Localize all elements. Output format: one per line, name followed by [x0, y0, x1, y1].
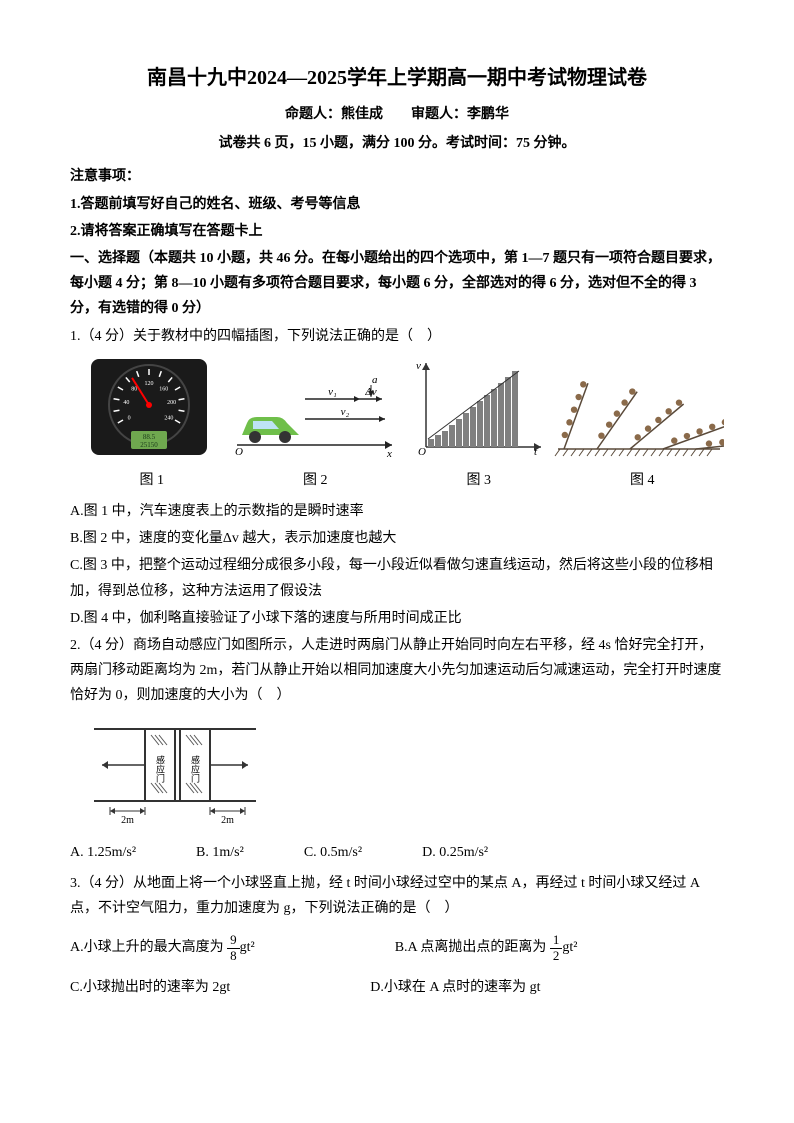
svg-text:v₁: v₁: [328, 386, 337, 398]
q2-opt-c: C. 0.5m/s²: [304, 840, 362, 865]
q3-opt-b: B.A 点离抛出点的距离为 12gt²: [395, 933, 578, 963]
q1-fig4: [554, 357, 724, 466]
notice-2: 2.请将答案正确填写在答题卡上: [70, 219, 724, 244]
exam-info: 试卷共 6 页，15 小题，满分 100 分。考试时间：75 分钟。: [70, 131, 724, 156]
q3-opt-d: D.小球在 A 点时的速率为 gt: [370, 975, 540, 1000]
q2-opt-d: D. 0.25m/s²: [422, 840, 488, 865]
section-1-heading: 一、选择题（本题共 10 小题，共 46 分。在每小题给出的四个选项中，第 1—…: [70, 246, 724, 322]
authors-line: 命题人：熊佳成 审题人：李鹏华: [70, 102, 724, 127]
svg-text:O: O: [418, 446, 426, 457]
q3-opt-a: A.小球上升的最大高度为 98gt²: [70, 933, 255, 963]
svg-text:200: 200: [167, 400, 176, 406]
q1-opt-d: D.图 4 中，伽利略直接验证了小球下落的速度与所用时间成正比: [70, 606, 724, 631]
svg-text:a: a: [372, 374, 378, 386]
q2-stem: 2.（4 分）商场自动感应门如图所示，人走进时两扇门从静止开始同时向左右平移，经…: [70, 633, 724, 709]
q2-figure: 感应门 感应门 2m 2m: [90, 715, 724, 834]
fig3-caption: 图 3: [397, 468, 561, 493]
q1-opt-b: B.图 2 中，速度的变化量Δv 越大，表示加速度也越大: [70, 526, 724, 551]
auto-door-figure: 感应门 感应门 2m 2m: [90, 715, 260, 825]
speedometer-figure: 0 40 80 120 160 200 240 88.525150: [89, 357, 209, 457]
q1-fig1: 0 40 80 120 160 200 240 88.525150: [70, 357, 227, 466]
q3-b-post: gt²: [562, 940, 577, 955]
fig2-caption: 图 2: [234, 468, 398, 493]
q3-stem: 3.（4 分）从地面上将一个小球竖直上抛，经 t 时间小球经过空中的某点 A，再…: [70, 871, 724, 921]
q1-stem: 1.（4 分）关于教材中的四幅插图，下列说法正确的是（ ）: [70, 324, 724, 349]
svg-text:160: 160: [159, 386, 168, 392]
notice-heading: 注意事项：: [70, 164, 724, 189]
svg-text:x: x: [386, 448, 392, 457]
fraction-icon: 98: [227, 933, 240, 963]
q2-opt-b: B. 1m/s²: [196, 840, 244, 865]
notice-1: 1.答题前填写好自己的姓名、班级、考号等信息: [70, 192, 724, 217]
fig4-caption: 图 4: [561, 468, 725, 493]
q3-options-row1: A.小球上升的最大高度为 98gt² B.A 点离抛出点的距离为 12gt²: [70, 933, 724, 963]
svg-text:感应门: 感应门: [190, 754, 200, 783]
vt-bars-figure: vOt: [406, 357, 546, 457]
svg-text:O: O: [235, 446, 243, 457]
svg-text:80: 80: [131, 386, 137, 392]
q3-b-pre: B.A 点离抛出点的距离为: [395, 940, 547, 955]
svg-text:v: v: [416, 360, 421, 372]
q2-options: A. 1.25m/s² B. 1m/s² C. 0.5m/s² D. 0.25m…: [70, 840, 724, 865]
q1-caption-row: 图 1 图 2 图 3 图 4: [70, 468, 724, 493]
svg-text:0: 0: [127, 415, 130, 421]
svg-text:感应门: 感应门: [155, 754, 165, 783]
incline-balls-figure: [554, 357, 724, 457]
q2-opt-a: A. 1.25m/s²: [70, 840, 136, 865]
page-title: 南昌十九中2024—2025学年上学期高一期中考试物理试卷: [70, 60, 724, 96]
q1-opt-a: A.图 1 中，汽车速度表上的示数指的是瞬时速率: [70, 499, 724, 524]
q1-fig3: vOt: [397, 357, 554, 466]
q1-opt-c: C.图 3 中，把整个运动过程细分成很多小段，每一小段近似看做匀速直线运动，然后…: [70, 553, 724, 603]
q3-options-row2: C.小球抛出时的速率为 2gt D.小球在 A 点时的速率为 gt: [70, 975, 724, 1000]
fig1-caption: 图 1: [70, 468, 234, 493]
q1-fig2: v₁Δvav₂Ox: [227, 367, 397, 466]
q1-figure-row: 0408012016020024088.525150 v₁Δvav₂Ox vOt: [70, 357, 724, 466]
svg-text:88.5: 88.5: [142, 433, 155, 441]
svg-text:2m: 2m: [121, 815, 134, 825]
q3-a-post: gt²: [240, 940, 255, 955]
svg-text:240: 240: [164, 415, 173, 421]
svg-text:v₂: v₂: [341, 406, 350, 418]
svg-text:40: 40: [123, 400, 129, 406]
svg-text:25150: 25150: [140, 441, 158, 449]
svg-text:2m: 2m: [221, 815, 234, 825]
car-vectors-figure: v₁Δvav₂Ox: [227, 367, 397, 457]
q3-a-pre: A.小球上升的最大高度为: [70, 940, 224, 955]
svg-text:120: 120: [144, 381, 153, 387]
q3-opt-c: C.小球抛出时的速率为 2gt: [70, 975, 230, 1000]
fraction-icon: 12: [550, 933, 563, 963]
